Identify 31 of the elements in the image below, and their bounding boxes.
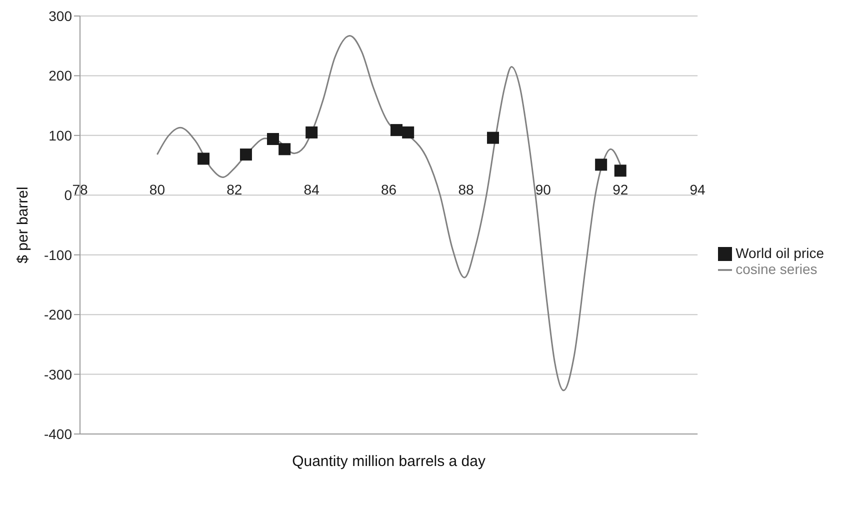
x-tick-label: 82 [226,181,242,198]
y-axis-title: $ per barrel [14,186,32,264]
point [614,164,626,177]
point [198,152,210,165]
x-tick-label: 80 [149,181,166,198]
point [595,158,608,171]
legend-label: cosine series [736,261,818,277]
x-tick-label: 86 [380,181,397,198]
x-tick-label: 88 [458,181,474,198]
point [278,143,291,156]
x-tick-label: 92 [612,181,628,198]
y-tick-label: -200 [44,306,72,323]
y-tick-label: 200 [48,68,72,84]
y-tick-label: -300 [44,366,72,382]
point [390,124,402,136]
point [306,126,318,138]
point [266,133,279,146]
point [240,148,252,161]
point [402,126,414,138]
legend-label: World oil price [736,244,824,261]
x-tick-label: 84 [304,181,320,198]
x-axis-title: Quantity million barrels a day [292,453,486,470]
x-tick-label: 94 [690,181,706,198]
y-tick-label: 0 [64,187,72,204]
y-tick-label: -100 [44,246,72,263]
y-tick-label: -400 [44,426,72,442]
y-tick-label: 100 [48,127,72,144]
x-tick-label: 78 [72,181,88,198]
y-tick-label: 300 [48,8,72,24]
point [486,132,499,144]
x-tick-label: 90 [535,181,552,198]
